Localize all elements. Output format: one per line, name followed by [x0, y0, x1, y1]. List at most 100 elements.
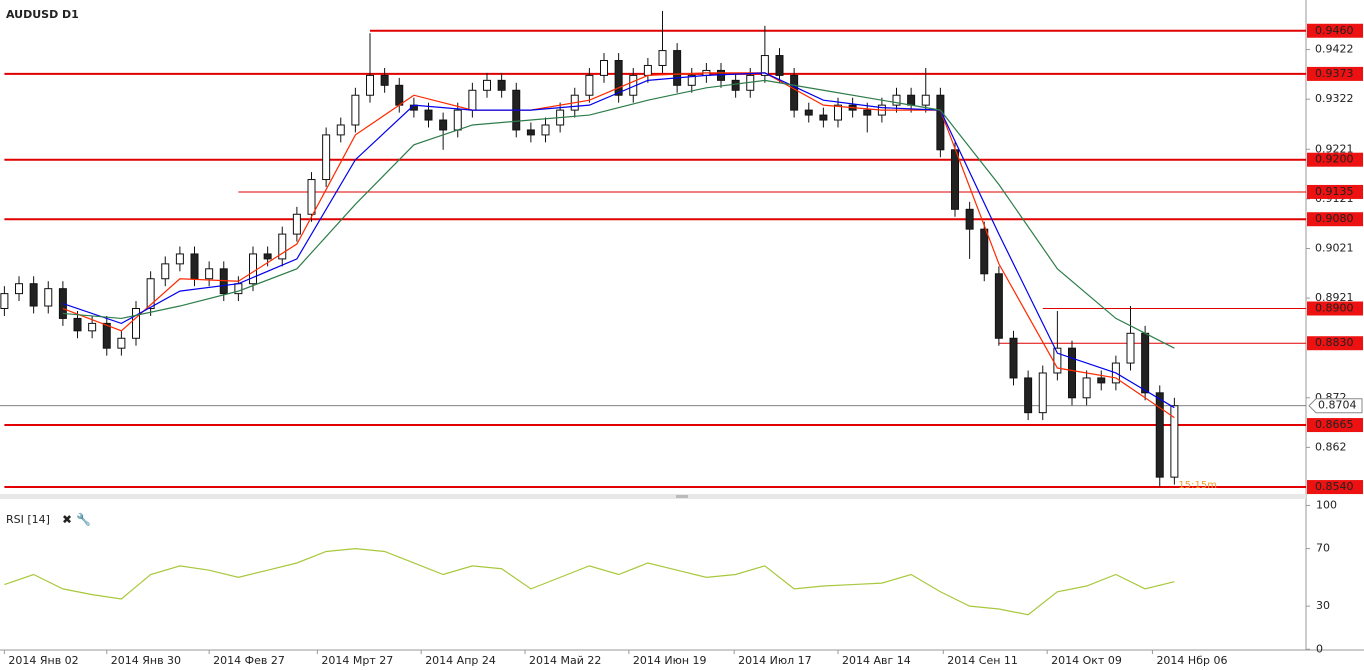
panel-separator[interactable]: [0, 494, 1306, 499]
candle-body: [1155, 392, 1164, 478]
level-tag: [1307, 152, 1363, 167]
candle-body: [994, 273, 1003, 339]
candle-body: [965, 208, 974, 230]
close-icon[interactable]: ✖: [62, 513, 72, 527]
level-tag: [1307, 66, 1363, 81]
rsi-tick-label: 70: [1316, 542, 1330, 555]
candle-body: [0, 293, 9, 310]
rsi-tick-label: 30: [1316, 599, 1330, 612]
x-tick-label: 2014 Янв 02: [8, 654, 78, 667]
candle-body: [278, 233, 287, 260]
timer: 15:15m: [1178, 480, 1217, 491]
candle-body: [1126, 332, 1135, 364]
y-tick-label: 0.9422: [1315, 43, 1354, 56]
candle-body: [907, 94, 916, 106]
candle-body: [643, 64, 652, 76]
level-tag: [1307, 336, 1363, 351]
candle-body: [1038, 372, 1047, 414]
level-tag: [1307, 418, 1363, 433]
candle-body: [980, 228, 989, 275]
candle-body: [731, 79, 740, 91]
candle-body: [132, 308, 141, 339]
level-label: 0.9080: [1315, 212, 1354, 225]
candle-body: [483, 79, 492, 91]
y-tick-label: 0.9221: [1315, 142, 1354, 155]
x-tick-label: 2014 Авг 14: [842, 654, 911, 667]
x-tick-label: 2014 Мрт 27: [321, 654, 393, 667]
candle-body: [804, 109, 813, 116]
candle-body: [380, 74, 389, 86]
candle-body: [292, 213, 301, 235]
candle-body: [146, 278, 155, 310]
separator-handle[interactable]: [676, 495, 688, 498]
x-tick-label: 2014 Май 22: [529, 654, 601, 667]
candle-body: [439, 119, 448, 131]
candle-body: [1170, 405, 1179, 478]
rsi-tick-label: 0: [1316, 642, 1323, 655]
candle-body: [249, 253, 258, 285]
candle-body: [892, 94, 901, 106]
candle-body: [44, 288, 53, 307]
candle-body: [775, 55, 784, 76]
x-tick-label: 2014 Сен 11: [947, 654, 1018, 667]
level-tag: [1307, 184, 1363, 199]
current-price-tag: [1308, 398, 1363, 414]
y-tick-label: 0.862: [1315, 440, 1347, 453]
candle-body: [102, 322, 111, 349]
candle-body: [307, 179, 316, 215]
x-tick-label: 2014 Апр 24: [425, 654, 496, 667]
indicator-title: RSI [14]: [6, 513, 50, 526]
candle-body: [175, 253, 184, 265]
x-tick-label: 2014 Июл 17: [738, 654, 812, 667]
moving-average: [62, 79, 1175, 349]
candle-body: [1068, 347, 1077, 399]
level-label: 0.8540: [1315, 480, 1354, 493]
candle-body: [29, 283, 38, 307]
candle-body: [951, 149, 960, 210]
candle-body: [819, 114, 828, 121]
level-tag: [1307, 23, 1363, 38]
candle-body: [921, 94, 930, 106]
candle-body: [395, 84, 404, 106]
level-tag: [1307, 212, 1363, 227]
candle-body: [687, 74, 696, 86]
candle-body: [468, 89, 477, 111]
candle-body: [760, 55, 769, 76]
candle-body: [1141, 332, 1150, 394]
candle-body: [863, 109, 872, 116]
candle-body: [453, 109, 462, 131]
current-price-label: 0.8704: [1318, 399, 1357, 412]
y-tick-label: 0.8921: [1315, 291, 1354, 304]
level-label: 0.9200: [1315, 153, 1354, 166]
candle-body: [1024, 377, 1033, 414]
candle-body: [936, 94, 945, 151]
candle-body: [190, 253, 199, 280]
level-tag: [1307, 301, 1363, 316]
level-label: 0.8830: [1315, 336, 1354, 349]
rsi-tick-label: 100: [1316, 498, 1337, 511]
candle-body: [1082, 377, 1091, 399]
candle-body: [614, 60, 623, 96]
y-tick-label: 0.9021: [1315, 241, 1354, 254]
candle-body: [526, 129, 535, 136]
candle-body: [424, 109, 433, 121]
candle-body: [1009, 337, 1018, 379]
candle-body: [322, 134, 331, 181]
x-tick-label: 2014 Окт 09: [1051, 654, 1122, 667]
rsi-line: [4, 548, 1175, 616]
chart-title: AUDUSD D1: [6, 8, 79, 21]
level-label: 0.9373: [1315, 67, 1354, 80]
candle-body: [673, 50, 682, 86]
level-tag: [1307, 480, 1363, 495]
candle-body: [351, 94, 360, 126]
candle-body: [336, 124, 345, 136]
candle-body: [161, 263, 170, 280]
candle-body: [585, 74, 594, 96]
x-tick-label: 2014 Нбр 06: [1156, 654, 1227, 667]
candle-body: [790, 74, 799, 111]
candle-body: [366, 74, 375, 96]
candle-body: [117, 337, 126, 349]
settings-icon[interactable]: 🔧: [76, 512, 91, 527]
